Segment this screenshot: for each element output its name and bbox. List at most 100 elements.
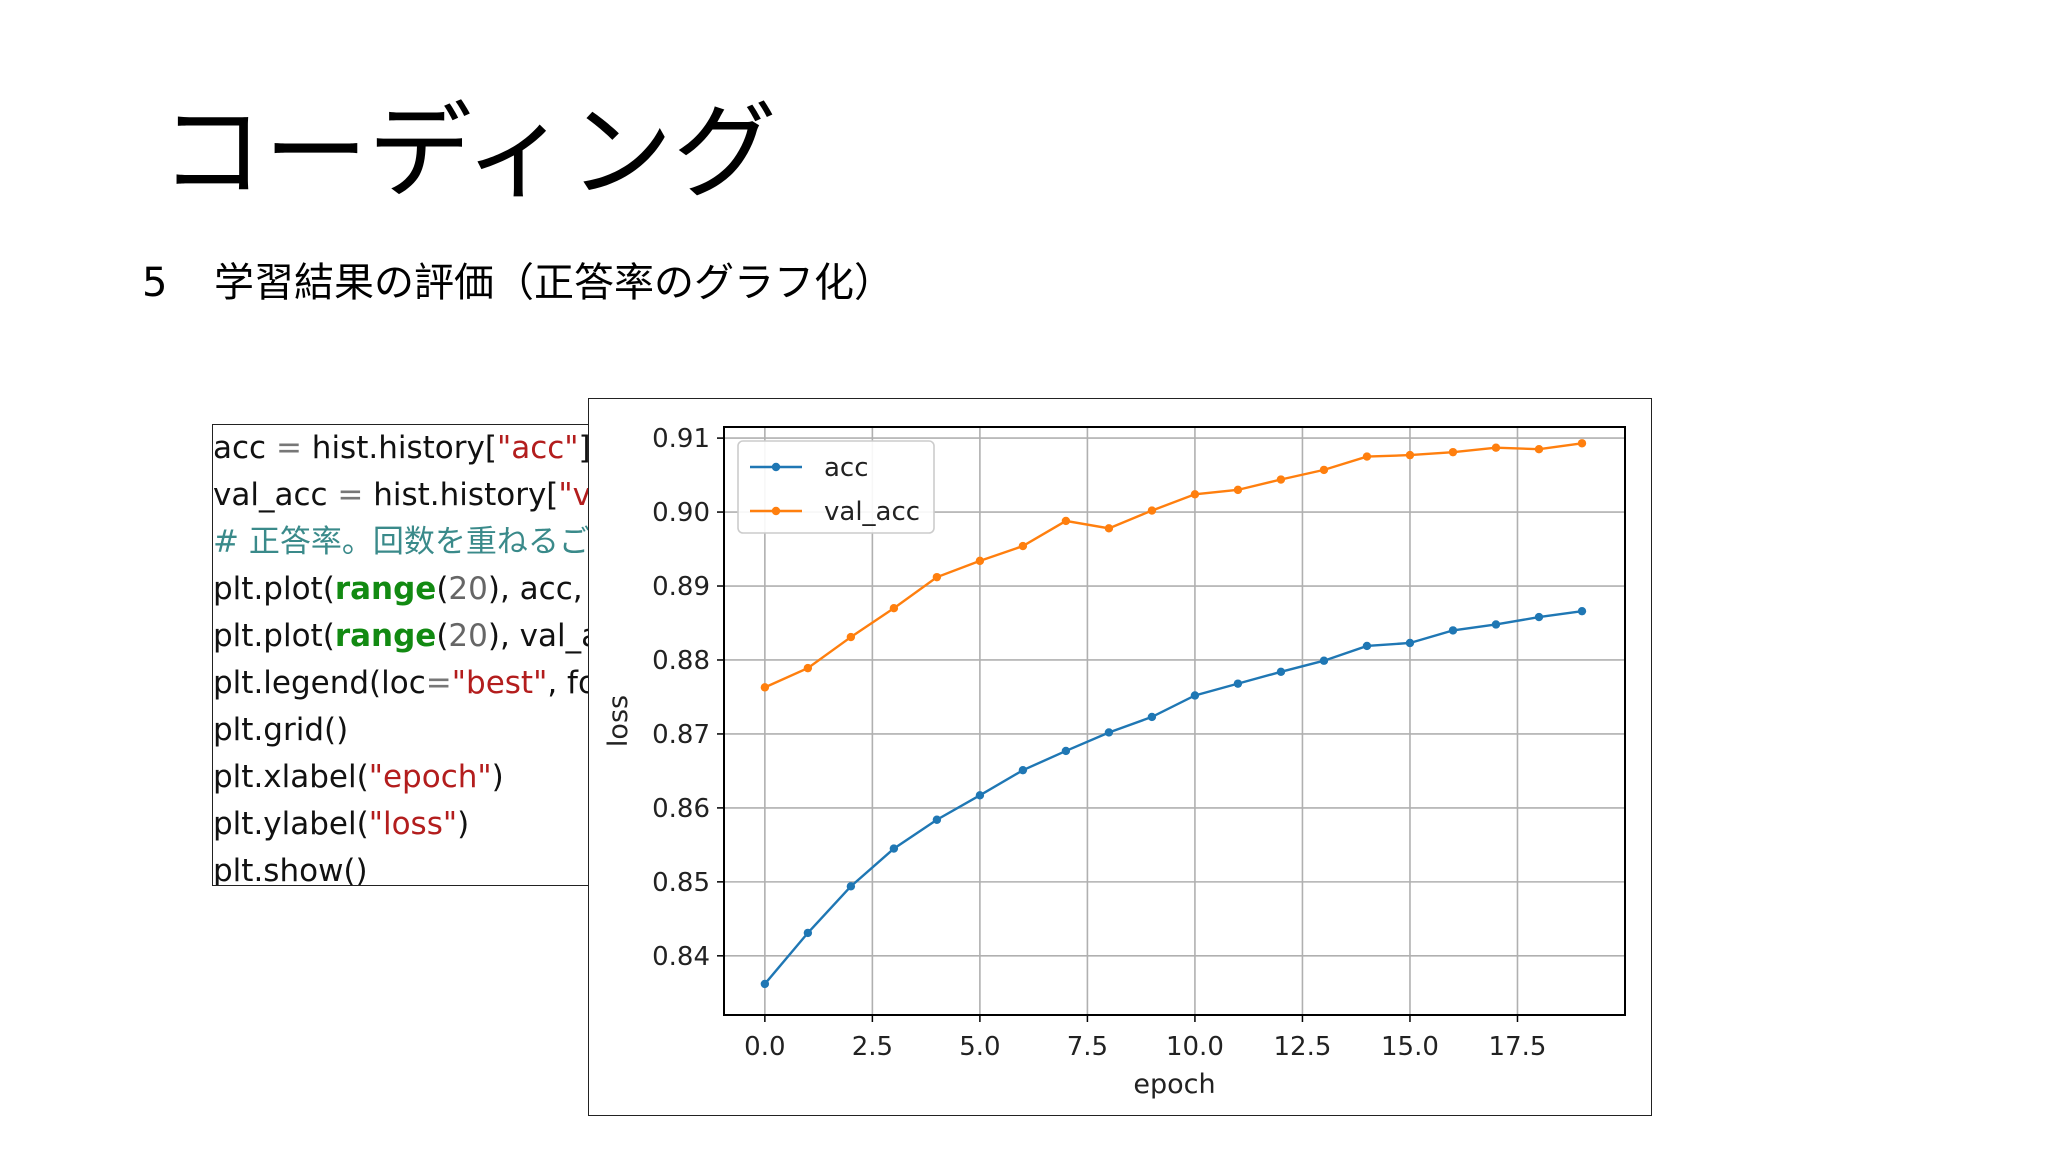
code-token: plt.xlabel( [213,759,369,795]
data-point-val_acc [1104,524,1114,533]
code-token: "epoch" [368,759,492,795]
code-token: acc [213,430,276,466]
legend-label-acc: acc [824,453,869,483]
legend-marker-val_acc [771,506,781,516]
code-token: plt.legend(loc [213,665,426,701]
y-tick-label: 0.88 [652,646,710,676]
code-line: plt.grid() [213,707,591,754]
y-tick-label: 0.91 [652,424,710,454]
data-point-val_acc [803,663,813,673]
x-tick-label: 10.0 [1166,1032,1224,1062]
code-token: ), acc, m [487,571,591,607]
data-point-acc [1491,620,1501,629]
data-point-val_acc [1061,516,1071,526]
code-line: plt.xlabel("epoch") [213,754,591,801]
code-token: ) [457,806,470,842]
data-point-val_acc [1362,452,1372,461]
code-token: plt.grid() [213,712,349,748]
data-point-val_acc [932,572,942,582]
x-axis-label: epoch [1133,1069,1215,1100]
data-point-acc [1147,712,1157,722]
code-token: ), val_ac [487,618,591,654]
data-point-val_acc [846,632,856,642]
x-tick-label: 17.5 [1489,1032,1547,1062]
code-token: "va [558,477,591,513]
data-point-acc [975,791,985,800]
chart-panel: 0.0 2.5 5.0 7.5 10.0 12.5 15.0 17.5 0.84 0.85 0.86… [588,398,1652,1116]
data-point-val_acc [1577,439,1587,448]
code-token: = [337,477,364,513]
code-token: 20 [448,618,488,654]
code-line: plt.ylabel("loss") [213,801,591,848]
code-token: ( [436,618,449,654]
data-point-acc [760,979,770,989]
data-point-acc [1018,765,1028,775]
code-line: # 正答率。回数を重ねるごと [213,519,591,566]
code-token: range [334,571,437,607]
data-point-acc [1448,626,1458,635]
data-point-acc [803,928,813,938]
code-token: plt.ylabel( [213,806,369,842]
code-token: ) [491,759,504,795]
data-point-acc [1276,667,1286,677]
data-point-acc [932,815,942,824]
x-tick-label: 15.0 [1381,1032,1439,1062]
code-token: 20 [448,571,488,607]
data-point-acc [889,844,899,853]
code-token: "best" [451,665,548,701]
data-point-val_acc [1147,506,1157,515]
x-tick-label: 0.0 [744,1032,785,1062]
data-point-val_acc [1534,444,1544,454]
data-point-acc [1534,612,1544,622]
code-token: hist.history[ [363,477,559,513]
accuracy-chart: 0.0 2.5 5.0 7.5 10.0 12.5 15.0 17.5 0.84 0.85 0.86… [603,424,1626,1100]
code-token: "loss" [368,806,458,842]
y-tick-label: 0.90 [652,498,710,528]
y-tick-label: 0.89 [652,572,710,602]
legend-label-val_acc: val_acc [824,497,920,527]
axes-frame [723,426,1626,1016]
legend-marker-acc [771,462,781,472]
code-line: plt.legend(loc="best", font [213,660,591,707]
section-number: 5 [142,260,168,306]
x-tick-label: 2.5 [852,1032,893,1062]
data-point-val_acc [889,604,899,613]
series-line-acc [763,609,1583,985]
code-line: plt.plot(range(20), val_ac [213,613,591,660]
y-tick-label: 0.85 [652,868,710,898]
data-point-acc [1577,606,1587,616]
data-point-acc [1190,691,1200,700]
code-line: plt.show() [213,848,591,886]
data-point-val_acc [1190,490,1200,499]
code-token: plt.show() [213,853,368,886]
data-point-acc [1362,641,1372,651]
code-line: acc = hist.history["acc"] [213,425,591,472]
section-heading: 5 学習結果の評価（正答率のグラフ化） [142,258,894,308]
y-axis-label: loss [603,695,634,747]
code-token: plt.plot( [213,618,335,654]
y-tick-label: 0.86 [652,794,710,824]
code-token: "acc" [496,430,579,466]
code-token: ] [578,430,591,466]
data-point-val_acc [1491,443,1501,452]
data-point-acc [1233,679,1243,688]
y-tick-label: 0.84 [652,942,710,972]
x-tick-label: 5.0 [959,1032,1000,1062]
data-point-val_acc [1448,447,1458,457]
data-point-val_acc [1319,465,1329,475]
code-token: hist.history[ [301,430,497,466]
code-token: = [275,430,302,466]
data-point-val_acc [1405,450,1415,460]
data-point-val_acc [760,683,770,692]
data-point-acc [1104,728,1114,737]
x-tick-label: 12.5 [1274,1032,1332,1062]
code-line: val_acc = hist.history["va [213,472,591,519]
code-token: val_acc [213,477,338,513]
section-text: 学習結果の評価（正答率のグラフ化） [214,260,894,306]
data-point-val_acc [1233,485,1243,495]
y-tick-label: 0.87 [652,720,710,750]
data-point-val_acc [1018,541,1028,551]
code-token: # 正答率。回数を重ねるごと [213,524,592,560]
code-token: range [334,618,437,654]
